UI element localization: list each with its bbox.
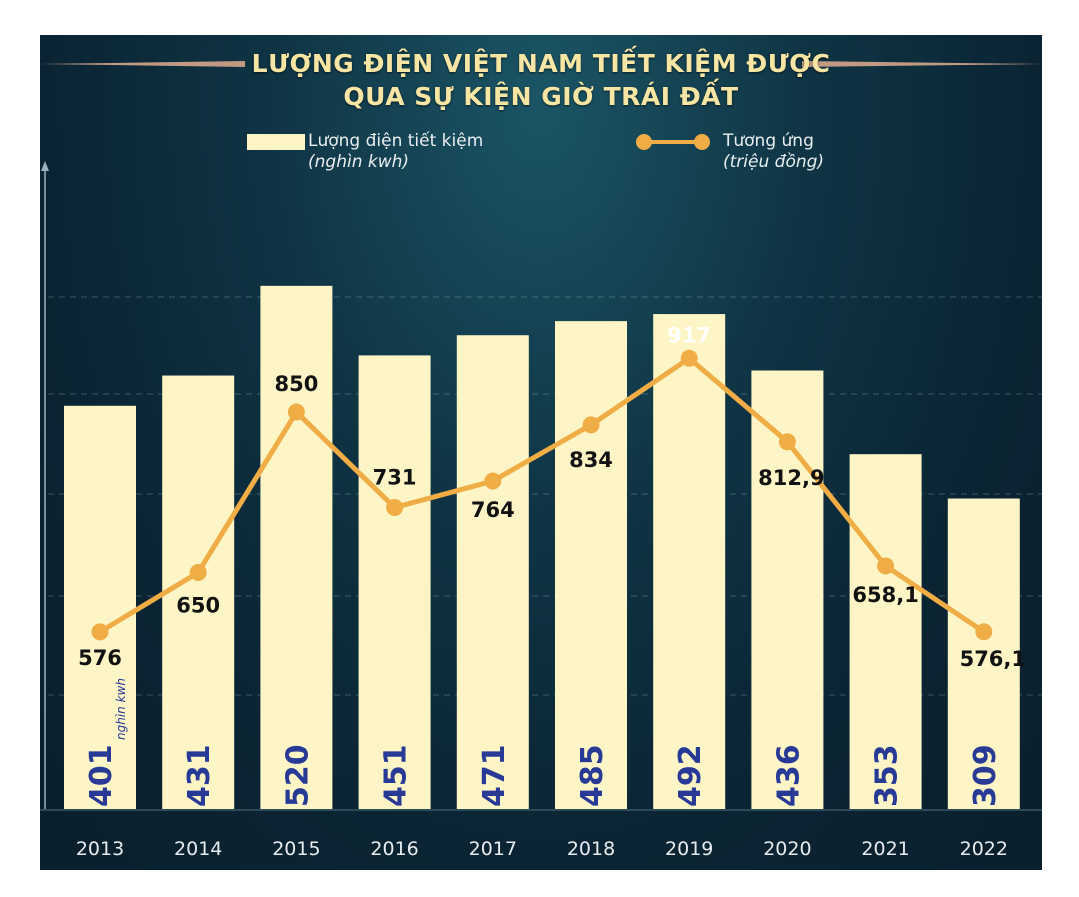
line-value-label-2013: 576 [78, 646, 122, 670]
bar-2021 [849, 454, 922, 810]
legend-bars-label: Lượng điện tiết kiệm [308, 131, 484, 151]
bar-value-label-2018: 485 [575, 744, 610, 807]
line-value-label-2016: 731 [373, 466, 417, 490]
x-tick-label-2022: 2022 [960, 838, 1008, 860]
bar-2017 [456, 335, 529, 810]
bar-value-label-2015: 520 [280, 744, 315, 807]
x-tick-label-2014: 2014 [174, 838, 222, 860]
line-series [98, 355, 986, 635]
bar-2014 [162, 375, 235, 810]
line-value-label-2022: 576,1 [960, 647, 1026, 671]
legend-line: Tương ứng (triệu đồng) [723, 131, 824, 173]
bar-2015 [260, 285, 333, 811]
bar-value-label-2019: 492 [673, 744, 708, 807]
title-right-ornament [802, 61, 1042, 67]
line-value-label-2021: 658,1 [852, 583, 918, 607]
line-point-2015 [287, 403, 305, 421]
line-value-label-2018: 834 [569, 448, 613, 472]
x-tick-label-2019: 2019 [665, 838, 713, 860]
x-tick-label-2016: 2016 [370, 838, 418, 860]
bar-unit-label: nghìn kwh [114, 678, 128, 740]
x-tick-label-2017: 2017 [469, 838, 517, 860]
line-value-label-2019: 917 [667, 323, 711, 347]
bar-2019 [653, 314, 726, 810]
chart-plot: 401 431 520 451 471 485 492 436 353 309 nghìn kwh 5… [40, 134, 1042, 860]
x-tick-label-2021: 2021 [861, 838, 909, 860]
bar-2018 [555, 321, 627, 810]
legend-bar-swatch [247, 134, 305, 150]
bar-value-label-2021: 353 [870, 744, 905, 807]
line-value-label-2015: 850 [274, 372, 318, 396]
line-point-2021 [877, 557, 895, 575]
line-point-2020 [778, 433, 796, 451]
x-tick-label-2020: 2020 [763, 838, 811, 860]
legend-bars: Lượng điện tiết kiệm (nghìn kwh) [308, 131, 483, 173]
legend-line-marker-left [636, 134, 652, 150]
legend-line-unit: (triệu đồng) [723, 152, 825, 172]
y-axis-arrow [41, 161, 49, 171]
chart-frame: LƯỢNG ĐIỆN VIỆT NAM TIẾT KIỆM ĐƯỢC QUA S… [40, 35, 1042, 870]
legend-line-label: Tương ứng [723, 131, 814, 151]
x-tick-label-2013: 2013 [76, 838, 124, 860]
chart-title-line-2: QUA SỰ KIỆN GIỜ TRÁI ĐẤT [343, 82, 739, 111]
bar-2022 [947, 498, 1020, 810]
title-left-ornament [40, 61, 245, 67]
bar-value-label-2013: 401 [84, 744, 119, 807]
legend-line-marker-right [694, 134, 710, 150]
line-point-2016 [386, 499, 404, 517]
line-point-2013 [91, 623, 109, 641]
chart-title-line-1: LƯỢNG ĐIỆN VIỆT NAM TIẾT KIỆM ĐƯỢC [251, 49, 831, 78]
line-value-label-2017: 764 [471, 498, 515, 522]
line-point-2014 [189, 564, 207, 582]
bar-2013 [64, 405, 136, 810]
bar-value-label-2017: 471 [477, 744, 512, 807]
bar-value-label-2022: 309 [968, 744, 1003, 807]
bar-2016 [358, 355, 431, 810]
line-value-label-2014: 650 [176, 594, 220, 618]
line-point-2022 [975, 623, 993, 641]
legend-bars-unit: (nghìn kwh) [308, 152, 410, 172]
bar-value-label-2014: 431 [182, 744, 217, 807]
bar-value-label-2016: 451 [379, 744, 414, 807]
x-tick-label-2015: 2015 [272, 838, 320, 860]
bar-value-label-2020: 436 [771, 744, 806, 807]
line-point-2018 [582, 416, 600, 434]
x-tick-label-2018: 2018 [567, 838, 615, 860]
line-point-2019 [680, 349, 698, 367]
line-point-2017 [484, 472, 502, 490]
line-value-label-2020: 812,9 [758, 466, 824, 490]
